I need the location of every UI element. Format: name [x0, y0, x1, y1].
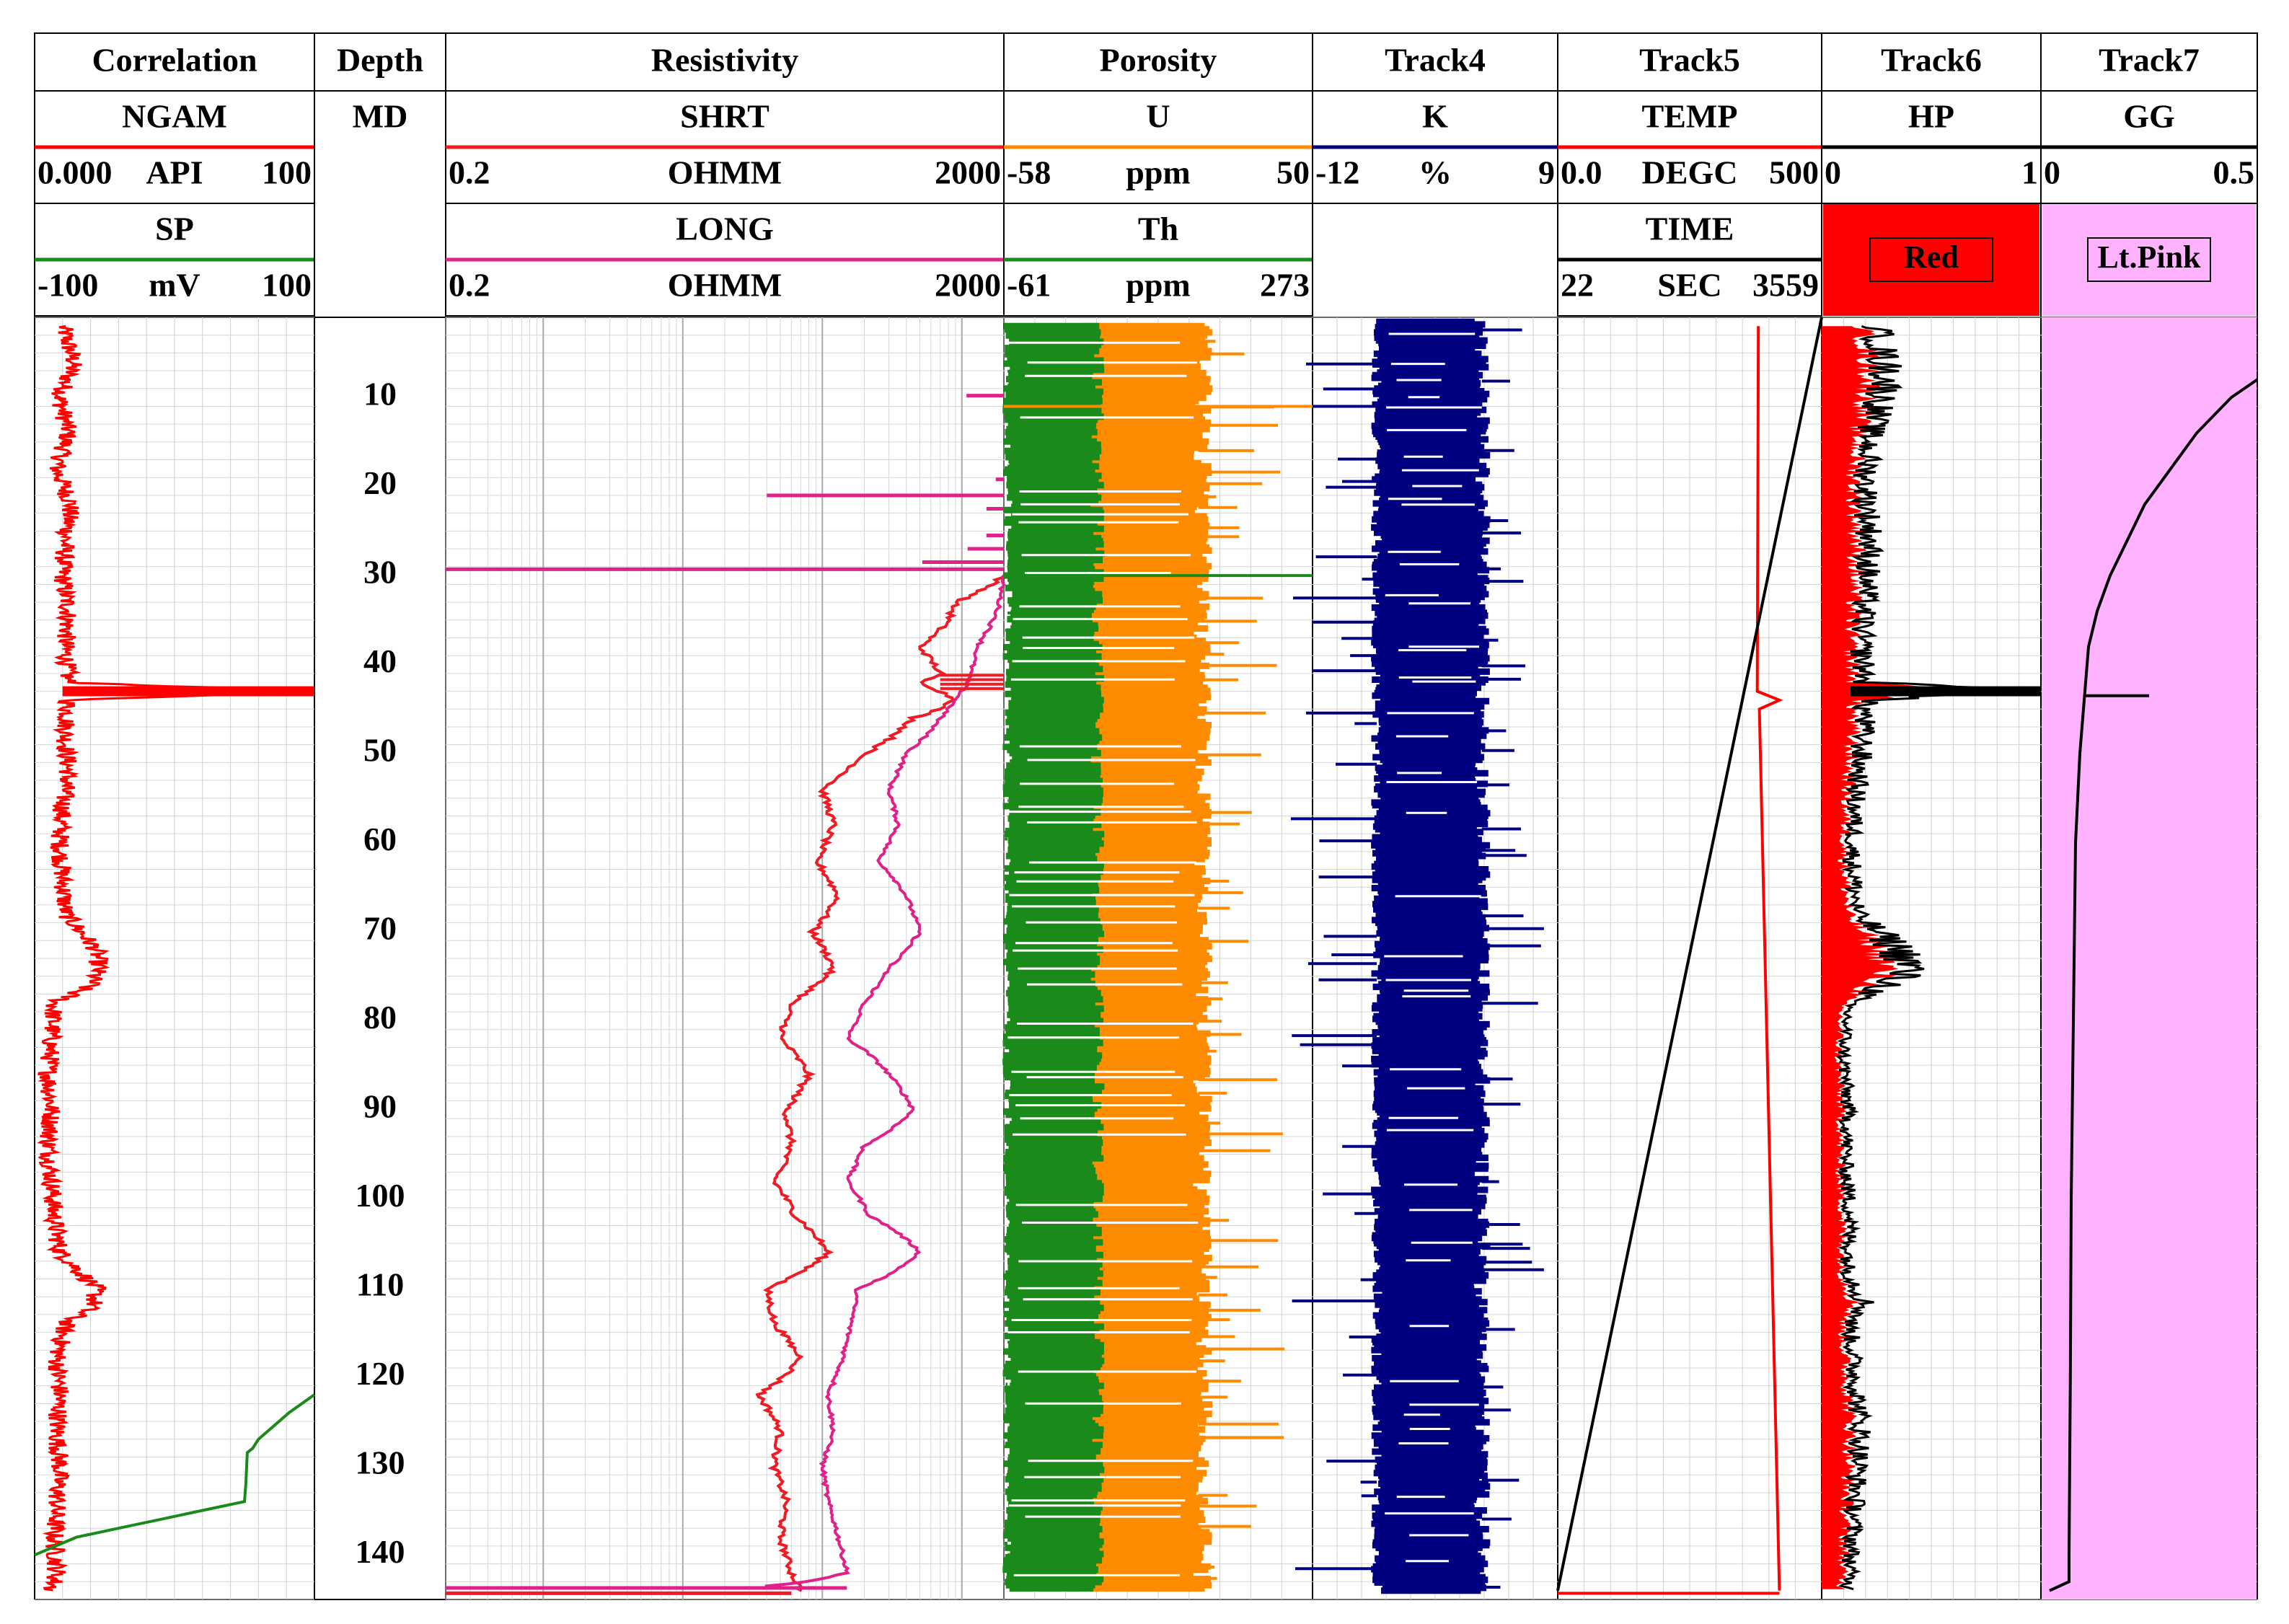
depth-mnemonic: MD — [353, 98, 408, 135]
porosity-track — [1002, 322, 1313, 1592]
track7 — [2042, 317, 2259, 1599]
curve-unit: mV — [149, 267, 200, 304]
curve-unit: OHMM — [668, 154, 782, 191]
curve-scale-right: 500 — [1769, 154, 1819, 191]
depth-tick-label: 60 — [363, 821, 397, 857]
curve-scale-right: 273 — [1260, 267, 1310, 304]
curve-scale-left: 0 — [2044, 154, 2060, 191]
track-title: Track5 — [1639, 42, 1740, 79]
curve-scale-left: 0.2 — [449, 154, 490, 191]
fill-label-box — [1869, 237, 1993, 282]
th-spikes — [1004, 369, 1018, 1583]
track4 — [1290, 318, 1544, 1594]
track-title: Porosity — [1100, 42, 1217, 79]
curve-scale-left: 0.2 — [449, 267, 490, 304]
depth-tick-label: 70 — [363, 910, 397, 947]
curve-scale-right: 2000 — [935, 154, 1001, 191]
depth-tick-label: 130 — [356, 1444, 405, 1480]
curve-mnemonic: HP — [1908, 98, 1954, 135]
curve-scale-left: 0 — [1825, 154, 1841, 191]
depth-track: 10 20 30 40 50 60 70 80 90 100 110 120 130 140 — [356, 376, 405, 1570]
curve-scale-right: 2000 — [935, 267, 1001, 304]
curve-scale-right: 50 — [1276, 154, 1310, 191]
curve-unit: SEC — [1657, 267, 1721, 304]
depth-tick-label: 10 — [363, 376, 397, 412]
curve-mnemonic: LONG — [676, 211, 773, 247]
depth-tick-label: 110 — [356, 1266, 404, 1302]
curve-unit: ppm — [1126, 267, 1190, 304]
fill-label-box — [2087, 237, 2211, 282]
curve-mnemonic: Th — [1138, 211, 1178, 247]
k-spikes — [1290, 328, 1544, 1589]
curve-scale-left: -61 — [1007, 267, 1051, 304]
curve-unit: OHMM — [668, 267, 782, 304]
shrt-curve — [755, 574, 1005, 1592]
depth-tick-label: 40 — [363, 643, 397, 679]
curve-scale-right: 0.5 — [2213, 154, 2255, 191]
curve-scale-right: 1 — [2021, 154, 2038, 191]
band-gaps — [1007, 341, 1199, 1576]
curve-scale-left: -12 — [1315, 154, 1359, 191]
track5 — [1556, 317, 1823, 1595]
curve-scale-right: 9 — [1538, 154, 1555, 191]
depth-tick-label: 30 — [363, 554, 397, 591]
curve-mnemonic: U — [1146, 98, 1170, 135]
u-spikes — [1198, 340, 1285, 1580]
depth-tick-label: 140 — [356, 1533, 405, 1570]
curve-unit: ppm — [1126, 154, 1190, 191]
depth-tick-label: 80 — [363, 999, 397, 1036]
curve-scale-right: 100 — [262, 154, 312, 191]
curve-scale-right: 3559 — [1752, 267, 1819, 304]
curve-mnemonic: NGAM — [122, 98, 227, 135]
depth-tick-label: 20 — [363, 464, 397, 501]
k-band — [1371, 318, 1491, 1594]
curve-mnemonic: SP — [155, 211, 194, 247]
temp-curve — [1755, 326, 1783, 1591]
track-title: Resistivity — [651, 42, 798, 79]
k-gaps — [1384, 332, 1482, 1563]
track-title: Correlation — [92, 42, 257, 79]
depth-tick-label: 90 — [363, 1087, 397, 1124]
depth-tick-label: 100 — [356, 1177, 405, 1214]
curve-mnemonic: GG — [2123, 98, 2175, 135]
curve-mnemonic: TIME — [1646, 211, 1734, 247]
long-curve — [764, 574, 1006, 1588]
track-title: Track7 — [2099, 42, 2200, 79]
curve-mnemonic: TEMP — [1642, 98, 1738, 135]
depth-track-title: Depth — [337, 42, 423, 79]
resistivity-track — [446, 394, 1006, 1595]
ngam-curve — [37, 325, 313, 1592]
track-title: Track6 — [1881, 42, 1982, 79]
curve-scale-left: 0.000 — [38, 154, 113, 191]
hp-red-fill — [1822, 326, 1957, 1589]
hp-curve — [1835, 325, 2003, 1591]
fill-label: Red — [1904, 239, 1959, 275]
gg-pink-fill — [2042, 317, 2257, 1599]
curve-scale-left: -58 — [1007, 154, 1051, 191]
curve-scale-right: 100 — [262, 267, 312, 304]
correlation-track — [34, 325, 316, 1592]
depth-tick-label: 120 — [356, 1355, 405, 1392]
time-curve — [1556, 317, 1823, 1592]
curve-mnemonic: K — [1422, 98, 1448, 135]
curve-unit: DEGC — [1642, 154, 1738, 191]
curve-scale-left: 0.0 — [1561, 154, 1602, 191]
curve-scale-left: -100 — [38, 267, 98, 304]
curve-unit: API — [146, 154, 203, 191]
track6 — [1822, 325, 2041, 1591]
fill-label: Lt.Pink — [2097, 239, 2201, 275]
sp-curve — [34, 1393, 316, 1557]
th-band — [1002, 322, 1105, 1592]
gg-curve — [2049, 378, 2259, 1592]
curve-scale-left: 22 — [1561, 267, 1594, 304]
curve-unit: % — [1419, 154, 1452, 191]
track-title: Track4 — [1385, 42, 1486, 79]
depth-tick-label: 50 — [363, 732, 397, 769]
curve-mnemonic: SHRT — [680, 98, 769, 135]
